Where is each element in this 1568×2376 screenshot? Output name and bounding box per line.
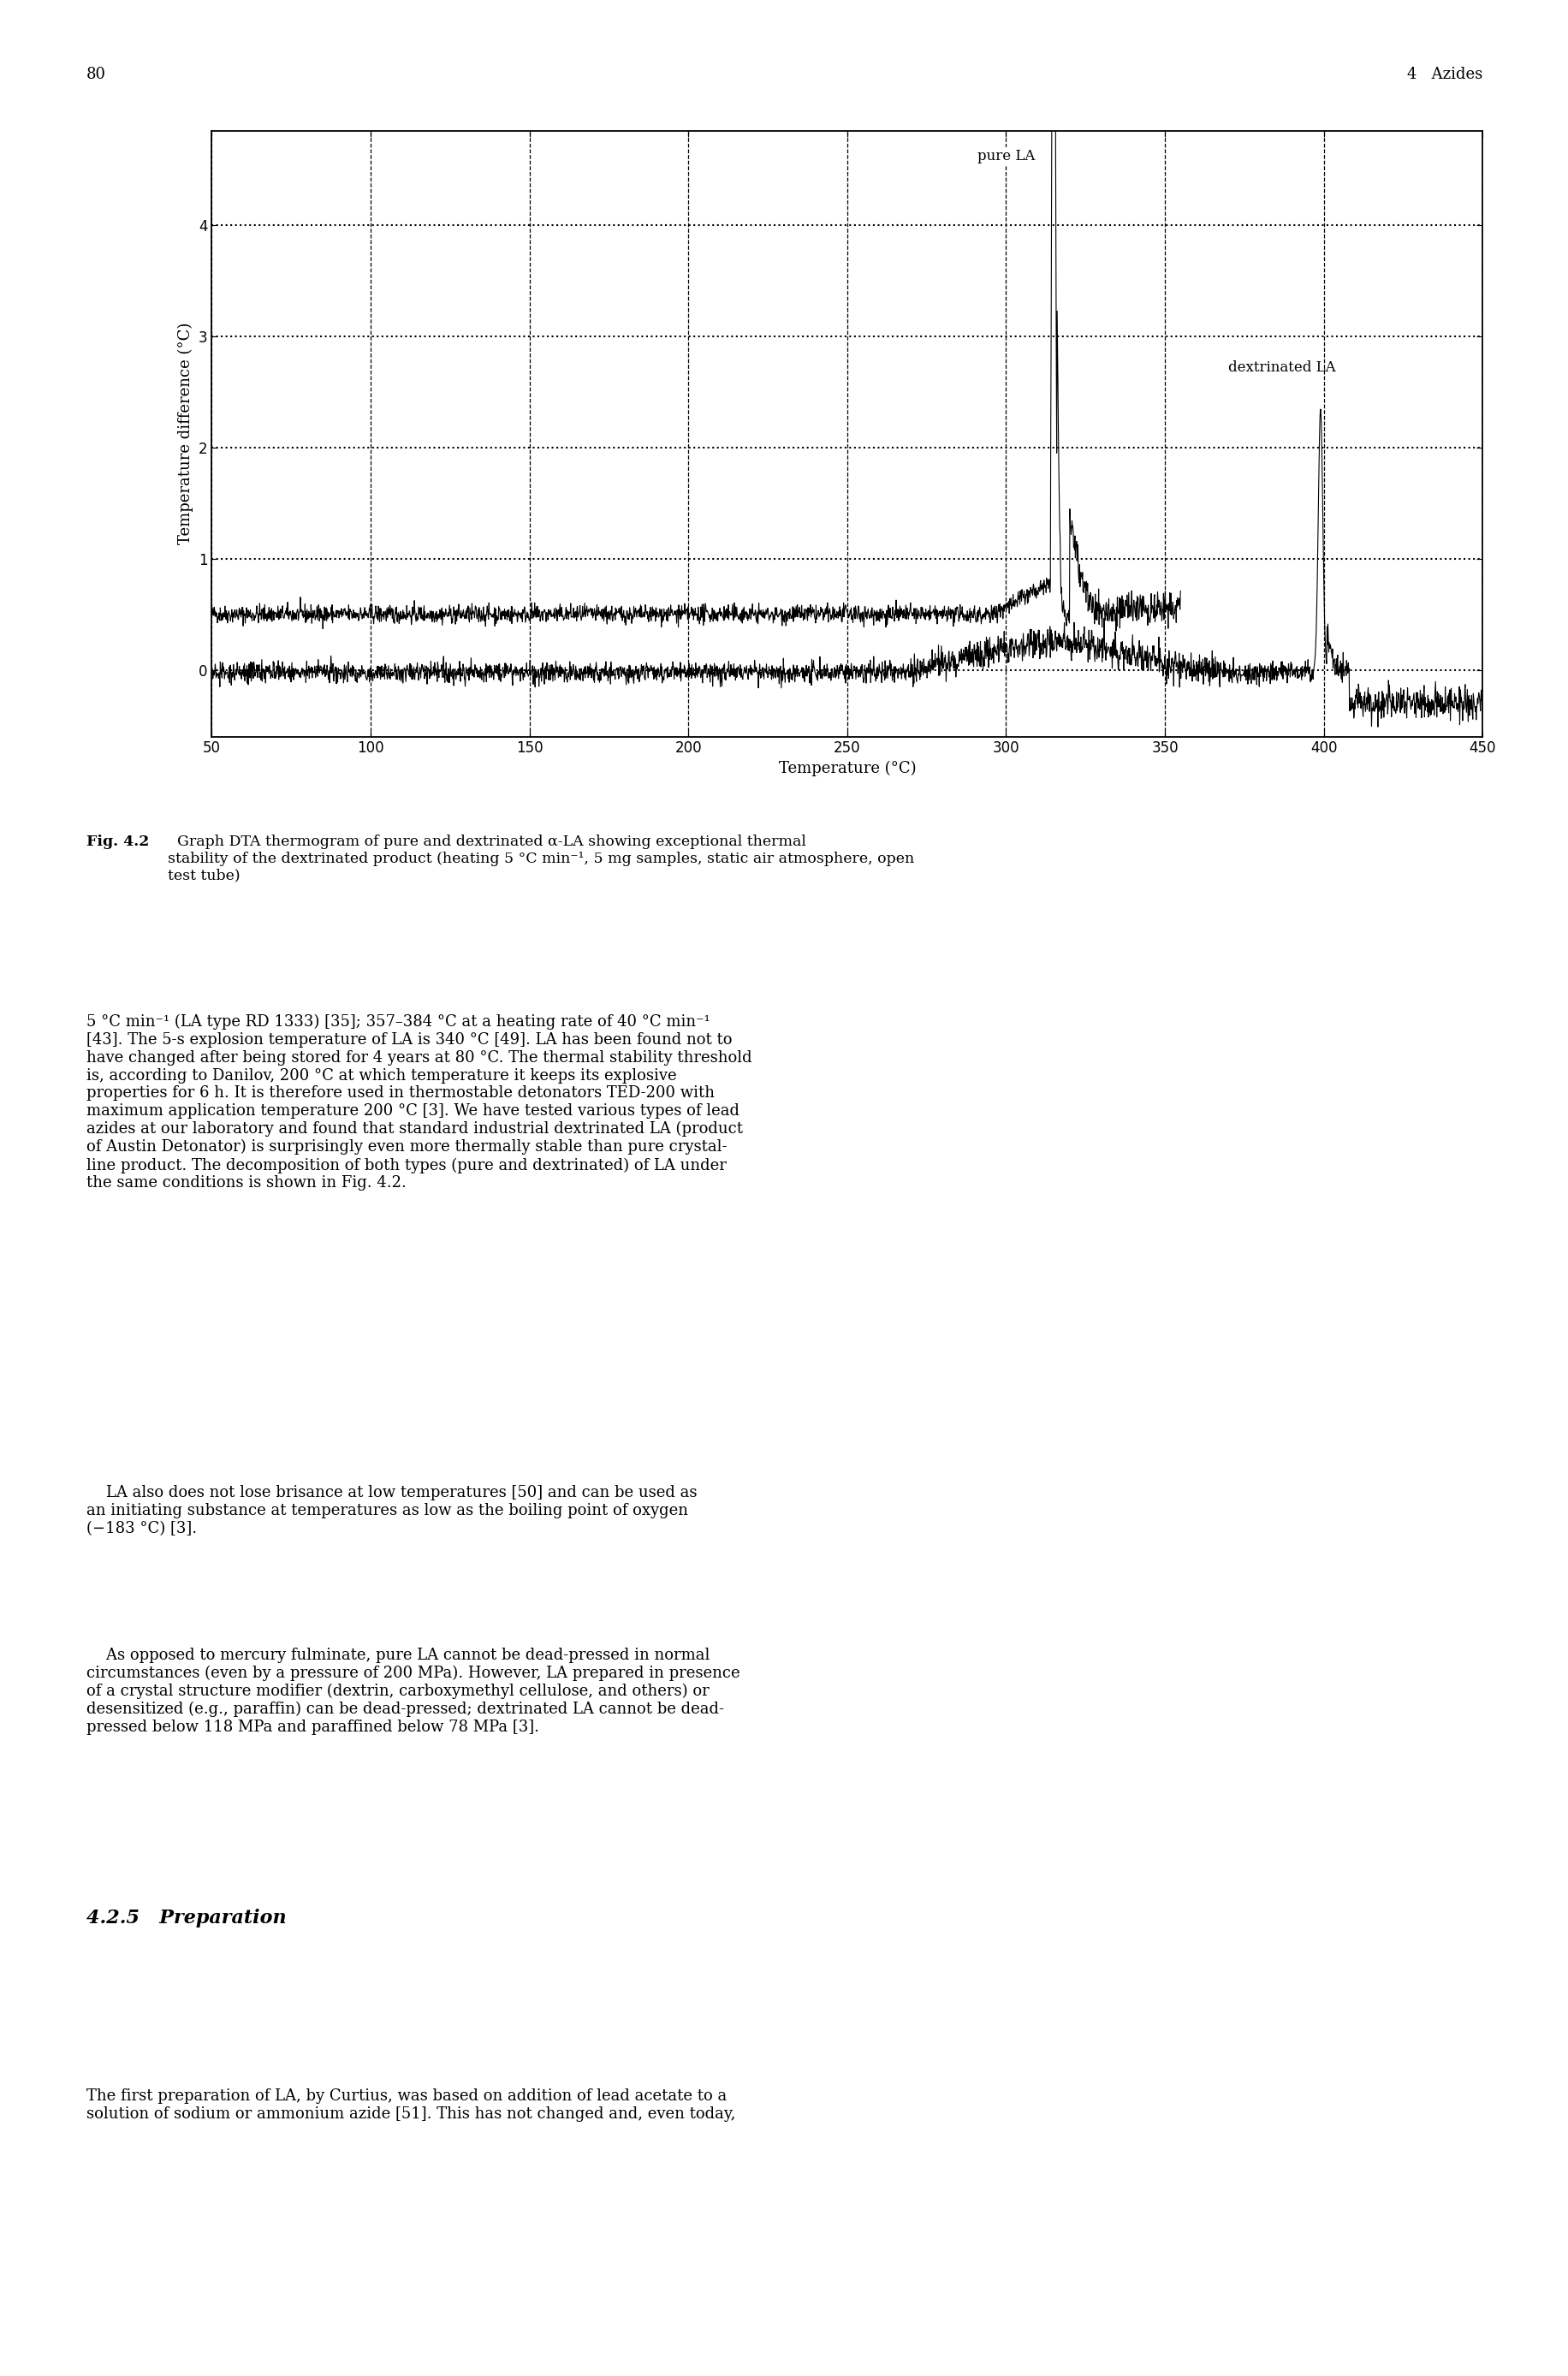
Y-axis label: Temperature difference (°C): Temperature difference (°C) <box>179 323 194 544</box>
Text: LA also does not lose brisance at low temperatures [50] and can be used as
an in: LA also does not lose brisance at low te… <box>86 1485 696 1535</box>
Text: 80: 80 <box>86 67 107 81</box>
Text: 4.2.5   Preparation: 4.2.5 Preparation <box>86 1908 285 1927</box>
Text: Fig. 4.2: Fig. 4.2 <box>86 834 149 848</box>
Text: Graph DTA thermogram of pure and dextrinated α-LA showing exceptional thermal
st: Graph DTA thermogram of pure and dextrin… <box>168 834 914 881</box>
Text: 4   Azides: 4 Azides <box>1406 67 1482 81</box>
Text: 5 °C min⁻¹ (LA type RD 1333) [35]; 357–384 °C at a heating rate of 40 °C min⁻¹
[: 5 °C min⁻¹ (LA type RD 1333) [35]; 357–3… <box>86 1015 751 1190</box>
Text: pure LA: pure LA <box>977 150 1035 164</box>
X-axis label: Temperature (°C): Temperature (°C) <box>778 760 916 777</box>
Text: The first preparation of LA, by Curtius, was based on addition of lead acetate t: The first preparation of LA, by Curtius,… <box>86 2089 735 2122</box>
Text: dextrinated LA: dextrinated LA <box>1228 361 1336 375</box>
Text: As opposed to mercury fulminate, pure LA cannot be dead-pressed in normal
circum: As opposed to mercury fulminate, pure LA… <box>86 1647 740 1734</box>
